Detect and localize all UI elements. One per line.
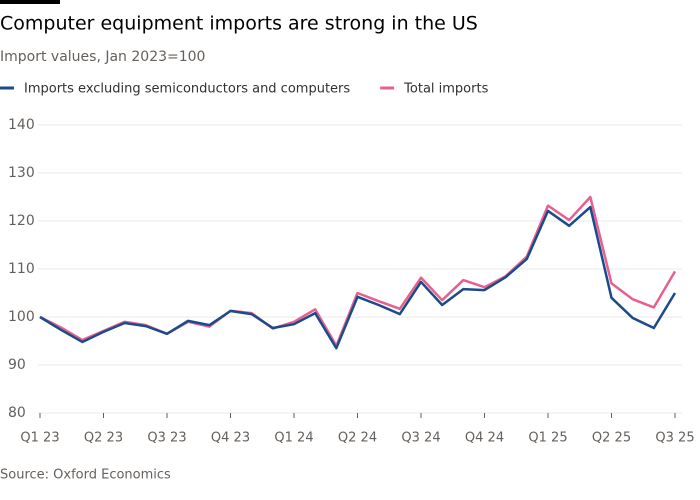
y-tick-label: 80 (8, 405, 26, 421)
x-tick-label: Q2 25 (592, 431, 631, 446)
x-tick-label: Q1 25 (528, 431, 567, 446)
x-tick-label: Q4 23 (211, 431, 250, 446)
y-tick-label: 130 (8, 165, 35, 181)
chart-subtitle: Import values, Jan 2023=100 (0, 49, 205, 65)
x-tick-label: Q2 23 (84, 431, 123, 446)
x-tick-label: Q3 23 (147, 431, 186, 446)
y-tick-label: 140 (8, 117, 35, 133)
x-tick-label: Q4 24 (465, 431, 504, 446)
brand-bar (0, 0, 60, 4)
source: Source: Oxford Economics (0, 468, 171, 483)
y-tick-label: 100 (8, 309, 35, 325)
y-tick-label: 90 (8, 357, 26, 373)
x-tick-label: Q2 24 (338, 431, 377, 446)
chart-title: Computer equipment imports are strong in… (0, 13, 478, 35)
x-tick-label: Q3 25 (655, 431, 694, 446)
legend-label: Imports excluding semiconductors and com… (24, 82, 350, 97)
y-tick-label: 110 (8, 261, 35, 277)
series-line (39, 205, 677, 350)
x-tick-label: Q3 24 (401, 431, 440, 446)
x-tick-label: Q1 24 (274, 431, 313, 446)
legend-label: Total imports (403, 82, 488, 97)
x-tick-label: Q1 23 (20, 431, 59, 446)
y-tick-label: 120 (8, 213, 35, 229)
